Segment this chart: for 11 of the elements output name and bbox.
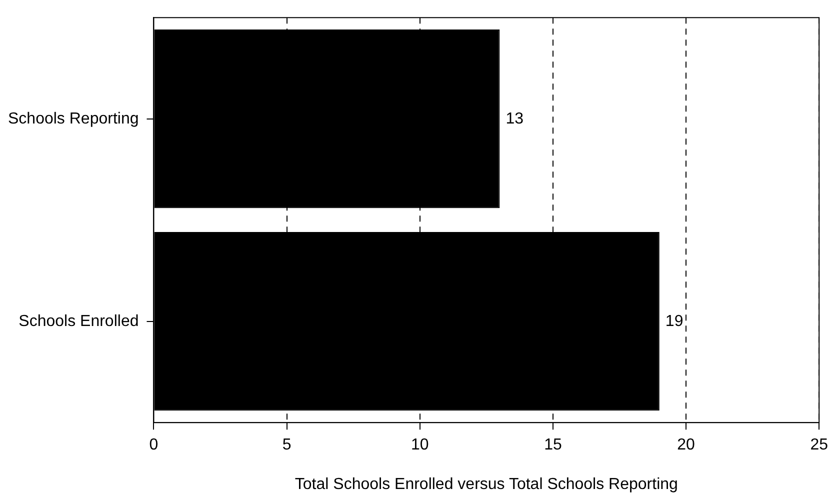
x-tick-label: 5	[282, 436, 292, 454]
data-label: 19	[665, 312, 684, 330]
data-label: 13	[506, 110, 524, 128]
x-tick-label: 20	[677, 436, 696, 454]
x-tick-label: 15	[544, 436, 562, 454]
x-tick-label: 10	[410, 436, 429, 454]
y-tick-label: Schools Reporting	[8, 110, 139, 128]
x-tick-label: 0	[149, 436, 158, 454]
x-tick-label: 25	[810, 436, 828, 454]
x-axis-title: Total Schools Enrolled versus Total Schools Reporting	[294, 476, 678, 493]
y-tick-label: Schools Enrolled	[18, 312, 139, 330]
